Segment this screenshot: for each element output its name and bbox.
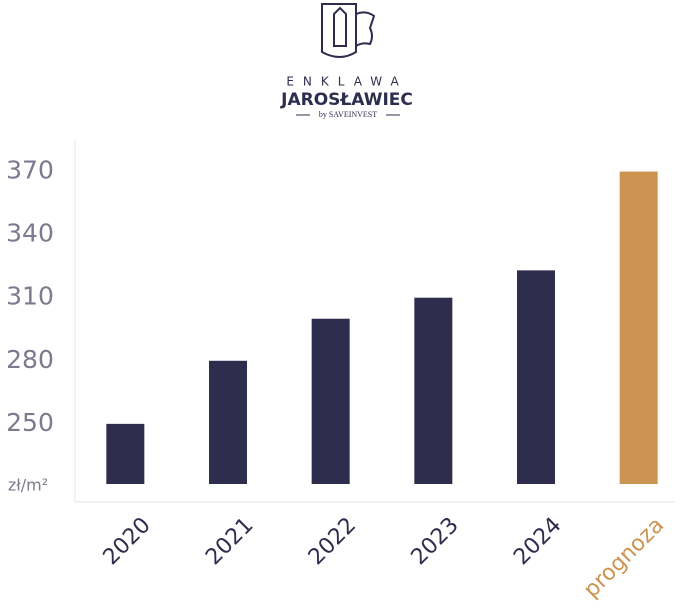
- x-tick-label: 2024: [509, 513, 566, 570]
- logo-line2: JAROSŁAWIEC: [280, 90, 413, 110]
- y-axis-label: zł/m²: [8, 476, 48, 495]
- y-tick-label: 280: [6, 345, 54, 374]
- logo-line3: by SAVEINVEST: [319, 110, 377, 119]
- y-tick-label: 340: [6, 219, 54, 248]
- x-tick-label: 2021: [201, 513, 258, 570]
- x-tick-label: 2022: [304, 513, 361, 570]
- logo-icon: [321, 3, 376, 58]
- y-tick-label: 250: [6, 408, 54, 437]
- bar: [619, 171, 658, 484]
- x-tick-label: 2020: [99, 513, 156, 570]
- logo-line1: ENKLAWA: [286, 75, 407, 89]
- y-tick-label: 310: [6, 282, 54, 311]
- bar: [517, 270, 555, 484]
- x-tick-label: 2023: [407, 513, 464, 570]
- bar: [106, 423, 145, 484]
- bar: [209, 360, 247, 484]
- bar: [311, 318, 350, 484]
- bar: [414, 297, 453, 484]
- y-tick-label: 370: [6, 156, 54, 185]
- x-tick-label: prognoza: [579, 513, 669, 603]
